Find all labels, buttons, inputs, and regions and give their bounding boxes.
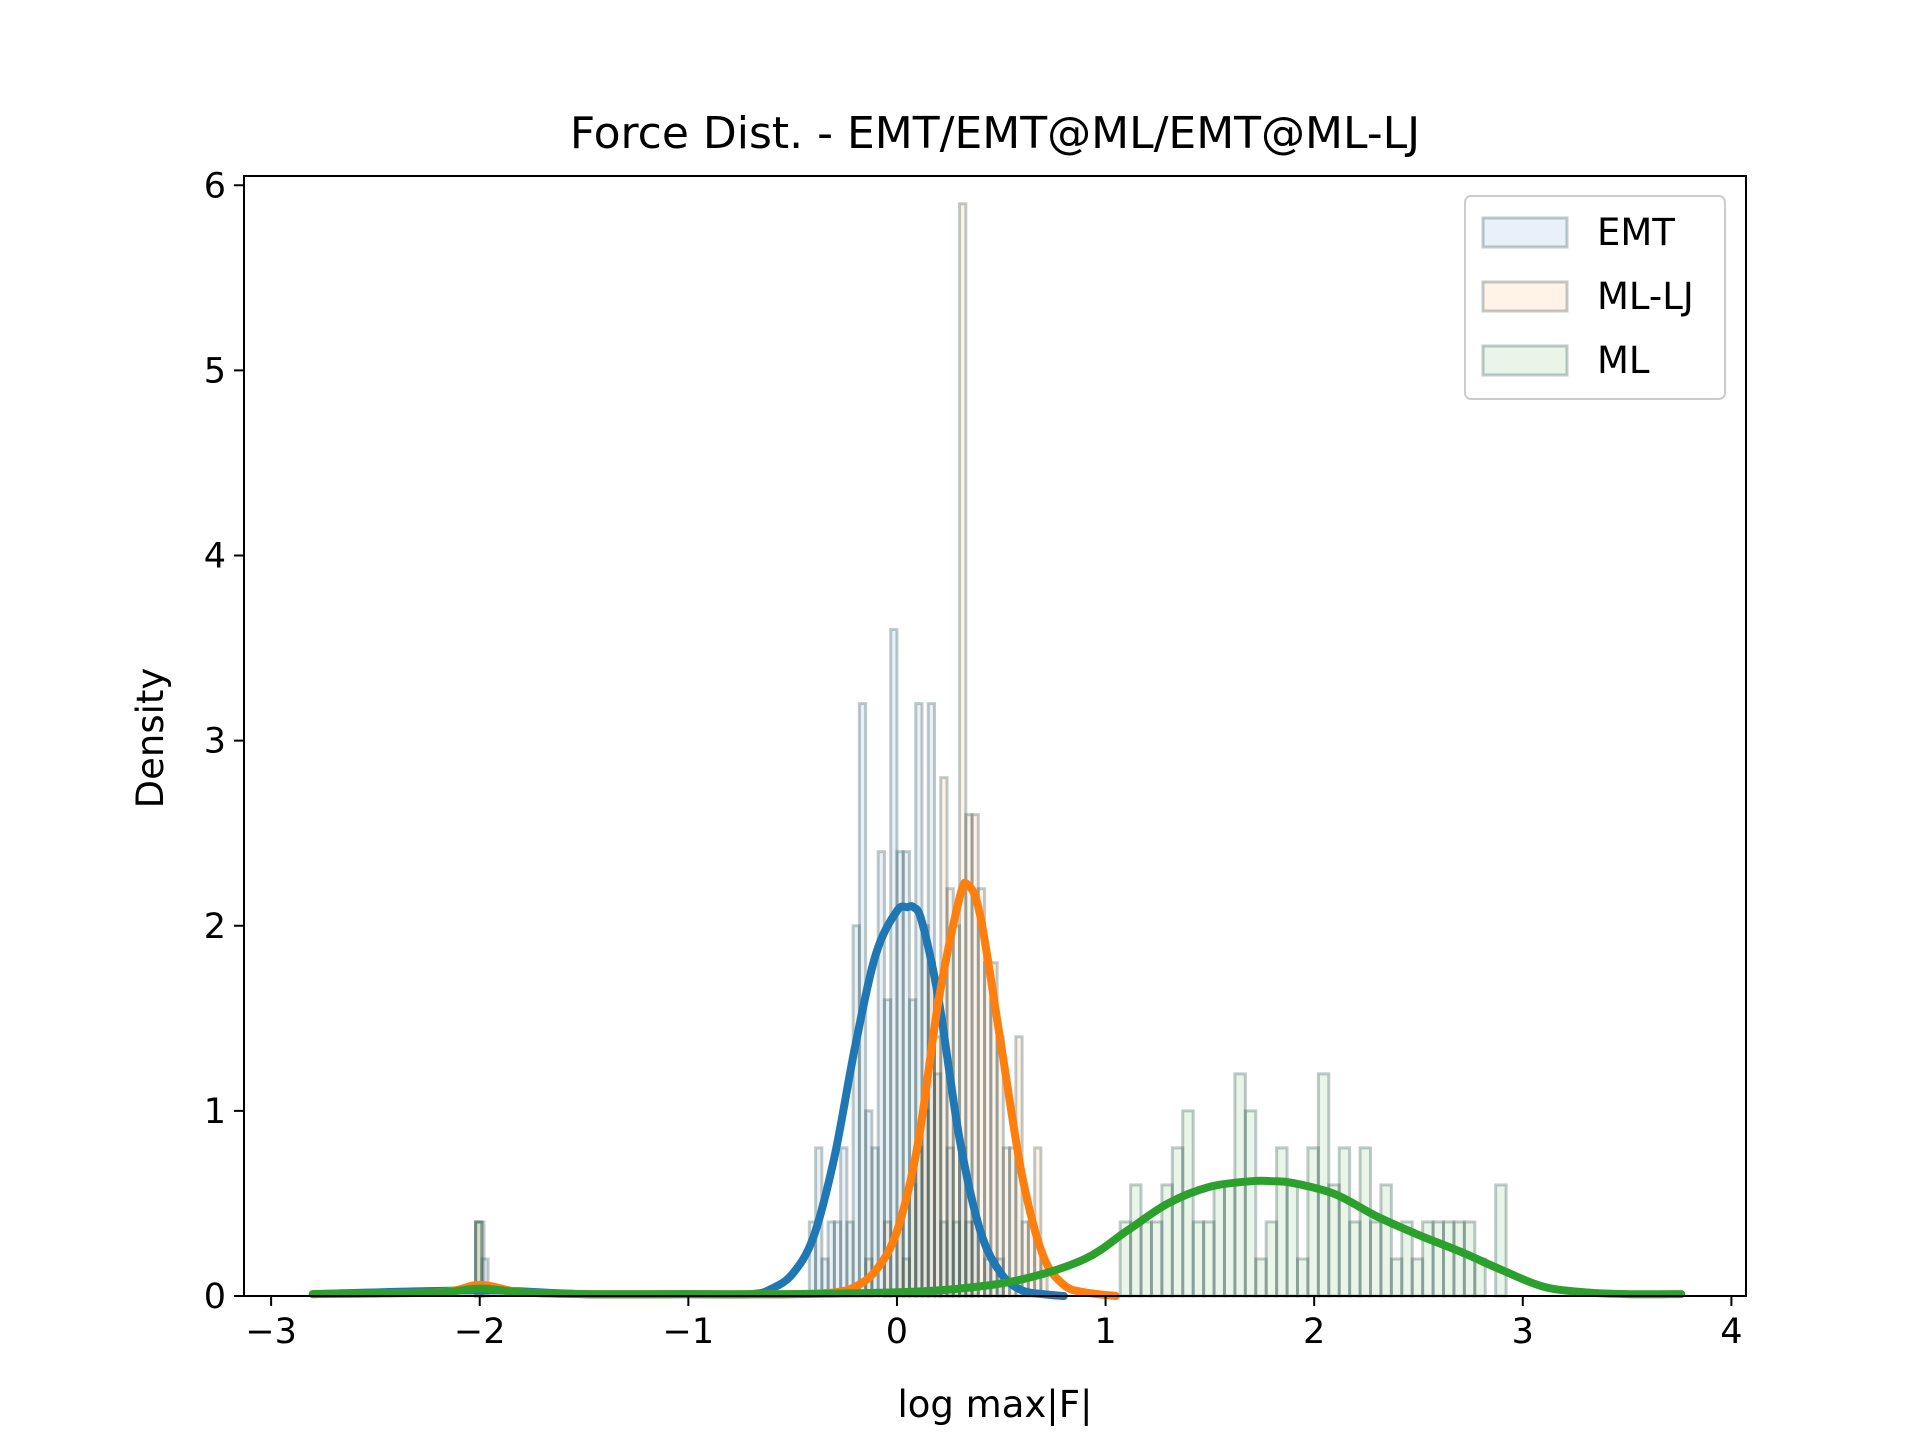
hist-bar-ml [1129,1183,1143,1298]
hist-bar-ml [1295,1257,1310,1298]
x-tick-label: 1 [1094,1312,1116,1352]
legend-box [1464,195,1726,400]
hist-bar-ml [1222,1183,1237,1298]
hist-bar-ml [1254,1257,1268,1298]
hist-bar-ml [1442,1220,1456,1298]
hist-bar-ml [1181,1109,1195,1298]
legend-swatch-ml-lj [1481,280,1569,313]
hist-bar-ml [1191,1220,1206,1298]
x-tick-label: 2 [1303,1312,1325,1352]
y-axis-label: Density [129,668,172,809]
hist-bar-ml [1410,1257,1425,1298]
y-tick-label: 6 [204,166,226,206]
legend-label-ml: ML [1597,339,1650,382]
y-tick-label: 4 [204,537,226,577]
legend-swatch-ml [1481,344,1569,377]
y-tick-label: 5 [204,351,226,391]
x-tick-label: 0 [886,1312,908,1352]
hist-bar-ml [1389,1257,1404,1298]
x-axis-label: log max|F| [898,1383,1093,1426]
x-tick-label: 3 [1512,1312,1534,1352]
y-tick-label: 1 [204,1092,226,1132]
kde-curve-ml [308,1176,1686,1299]
hist-bar-ml [1306,1146,1320,1298]
x-axis: −3 −2 −1 0 1 2 3 4 [245,1296,1743,1352]
y-tick-label: 3 [204,722,226,762]
hist-bar-ml [1212,1183,1226,1298]
hist-bar-ml [1494,1183,1508,1298]
legend-label-emt: EMT [1597,211,1675,254]
hist-bar-ml [1452,1220,1466,1298]
x-tick-label: −2 [454,1312,506,1352]
hist-bar-ml [1275,1146,1289,1298]
x-tick-label: −1 [663,1312,715,1352]
hist-bar-ml [1327,1183,1341,1298]
plot-frame [243,175,1747,1297]
hist-bar-ml [1170,1146,1185,1298]
hist-bar-ml [1348,1220,1362,1298]
hist-bar-ml [1264,1220,1279,1298]
hist-bar-ml [1337,1146,1352,1298]
y-tick-label: 2 [204,907,226,947]
x-tick-label: 4 [1720,1312,1742,1352]
x-tick-label: −3 [245,1312,297,1352]
hist-bar-ml [1369,1220,1383,1298]
hist-bar-ml [1243,1109,1258,1298]
y-tick-label: 0 [204,1277,226,1317]
legend-swatch-emt [1481,216,1569,249]
legend-label-ml-lj: ML-LJ [1597,275,1694,318]
hist-bar-ml [1379,1183,1393,1298]
hist-bar-ml [1139,1220,1153,1298]
hist-bar-ml [1358,1146,1372,1298]
kde-curves [308,878,1686,1300]
legend: EMT ML-LJ ML [1464,195,1726,400]
hist-bar-ml [1202,1220,1216,1298]
hist-bar-ml [1431,1220,1446,1298]
hist-bar-ml [1285,1183,1299,1298]
y-axis: 0 1 2 3 4 5 6 [204,166,244,1317]
chart-title: Force Dist. - EMT/EMT@ML/EMT@ML-LJ [570,108,1420,159]
hist-bar-ml [1316,1072,1331,1298]
hist-bar-ml [1149,1220,1164,1298]
